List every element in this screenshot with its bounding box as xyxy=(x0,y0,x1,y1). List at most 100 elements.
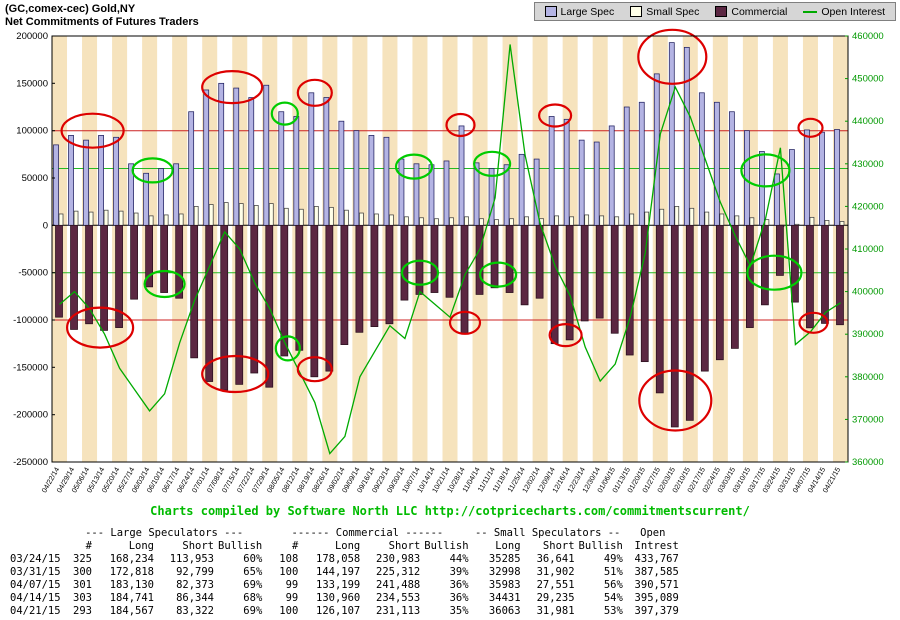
commercial-swatch xyxy=(715,6,728,17)
svg-text:-50000: -50000 xyxy=(18,268,48,279)
table-column-header: Short xyxy=(388,540,421,552)
legend-label: Commercial xyxy=(731,5,788,18)
row-value: 36% xyxy=(449,579,469,591)
legend: Large Spec Small Spec Commercial Open Inter… xyxy=(533,2,896,21)
row-value: 31,981 xyxy=(536,605,575,617)
row-value: 183,130 xyxy=(109,579,154,591)
row-value: 51% xyxy=(603,566,623,578)
row-value: 301 xyxy=(73,579,92,591)
row-value: 44% xyxy=(449,553,469,565)
svg-text:390000: 390000 xyxy=(852,329,884,340)
svg-text:430000: 430000 xyxy=(852,159,884,170)
table-group-header: ------ Commercial ------ xyxy=(291,527,444,539)
cot-table-header: --- Large Speculators --- ------ Commerci… xyxy=(8,527,681,553)
open-interest-line xyxy=(59,44,841,455)
row-value: 56% xyxy=(603,579,623,591)
row-value: 325 xyxy=(73,553,92,565)
open-interest-line-swatch xyxy=(803,10,818,13)
row-value: 83,322 xyxy=(176,605,214,617)
legend-item: Open Interest xyxy=(803,6,885,18)
row-value: 69% xyxy=(243,605,263,617)
svg-text:-100000: -100000 xyxy=(13,315,48,326)
small-spec-swatch xyxy=(630,6,643,17)
row-value: 60% xyxy=(243,553,263,565)
table-group-header: Open xyxy=(640,527,666,539)
table-row: 04/14/15 303 184,741 86,344 68% 99 130,960 234,… xyxy=(8,592,681,605)
svg-text:460000: 460000 xyxy=(852,31,884,42)
chart-subtitle: Net Commitments of Futures Traders xyxy=(5,16,199,28)
table-column-header: Long xyxy=(495,540,521,552)
cot-table: --- Large Speculators --- ------ Commerci… xyxy=(8,527,681,618)
table-group-header xyxy=(8,527,64,540)
row-value: 39% xyxy=(449,566,469,578)
row-value: 231,113 xyxy=(376,605,421,617)
table-column-header: # xyxy=(85,540,92,552)
row-date: 04/14/15 xyxy=(10,592,61,604)
row-value: 293 xyxy=(73,605,92,617)
row-date: 04/07/15 xyxy=(10,579,61,591)
svg-text:0: 0 xyxy=(43,220,48,231)
table-row: 03/24/15 325 168,234 113,953 60% 108 178,058 23… xyxy=(8,553,681,566)
row-value: 36% xyxy=(449,592,469,604)
row-value: 36063 xyxy=(488,605,521,617)
row-value: 397,379 xyxy=(634,605,679,617)
credit-line: Charts compiled by Software North LLC ht… xyxy=(150,504,750,518)
row-value: 184,741 xyxy=(109,592,154,604)
svg-text:400000: 400000 xyxy=(852,287,884,298)
row-value: 168,234 xyxy=(109,553,154,565)
svg-text:200000: 200000 xyxy=(16,31,48,42)
cot-table-body: 03/24/15 325 168,234 113,953 60% 108 178,058 23… xyxy=(8,553,681,618)
row-value: 31,902 xyxy=(536,566,575,578)
row-value: 35% xyxy=(449,605,469,617)
svg-text:420000: 420000 xyxy=(852,201,884,212)
row-value: 395,089 xyxy=(634,592,679,604)
row-value: 100 xyxy=(279,605,299,617)
row-value: 69% xyxy=(243,579,263,591)
cot-bar-chart: 200000 150000 100000 50000 0 -50000 -100000 -15… xyxy=(13,28,884,494)
legend-label: Open Interest xyxy=(821,5,885,18)
row-value: 133,199 xyxy=(316,579,361,591)
chart-title-block: (GC,comex-cec) Gold,NY Net Commitments o… xyxy=(5,3,199,29)
svg-text:-150000: -150000 xyxy=(13,362,48,373)
left-axis-labels: 200000 150000 100000 50000 0 -50000 -100000 -15… xyxy=(13,31,55,468)
table-row: 03/31/15 300 172,818 92,799 65% 100 144,197 225… xyxy=(8,566,681,579)
row-value: 54% xyxy=(603,592,623,604)
row-date: 03/24/15 xyxy=(10,553,61,565)
row-value: 29,235 xyxy=(536,592,575,604)
table-column-header: Long xyxy=(334,540,361,552)
svg-text:-250000: -250000 xyxy=(13,457,48,468)
row-value: 32998 xyxy=(488,566,521,578)
row-value: 433,767 xyxy=(634,553,679,565)
table-group-header: -- Small Speculators -- xyxy=(474,527,621,539)
row-value: 99 xyxy=(285,579,299,591)
row-value: 300 xyxy=(73,566,92,578)
large-spec-swatch xyxy=(544,6,557,17)
row-value: 303 xyxy=(73,592,92,604)
table-group-header: --- Large Speculators --- xyxy=(85,527,244,539)
row-value: 36,641 xyxy=(536,553,575,565)
svg-text:450000: 450000 xyxy=(852,74,884,85)
legend-item: Large Spec xyxy=(544,5,615,18)
row-value: 178,058 xyxy=(316,553,361,565)
row-value: 108 xyxy=(279,553,299,565)
row-value: 68% xyxy=(243,592,263,604)
legend-label: Large Spec xyxy=(560,5,615,18)
row-value: 53% xyxy=(603,605,623,617)
table-column-header: # xyxy=(291,540,299,552)
svg-text:370000: 370000 xyxy=(852,414,884,425)
row-value: 35285 xyxy=(488,553,521,565)
table-column-header: Bullish xyxy=(218,540,263,552)
svg-text:150000: 150000 xyxy=(16,78,48,89)
row-value: 100 xyxy=(279,566,299,578)
row-value: 390,571 xyxy=(634,579,679,591)
annotation-ellipses xyxy=(60,28,829,432)
table-column-header xyxy=(8,540,64,553)
table-column-header: Intrest xyxy=(634,540,679,552)
row-value: 34431 xyxy=(488,592,521,604)
svg-text:50000: 50000 xyxy=(22,173,48,184)
right-axis-labels: 460000 450000 440000 430000 420000 410000 4000… xyxy=(845,31,884,468)
legend-label: Small Spec xyxy=(646,5,700,18)
svg-text:410000: 410000 xyxy=(852,244,884,255)
svg-text:380000: 380000 xyxy=(852,372,884,383)
table-column-header: Bullish xyxy=(424,540,469,552)
